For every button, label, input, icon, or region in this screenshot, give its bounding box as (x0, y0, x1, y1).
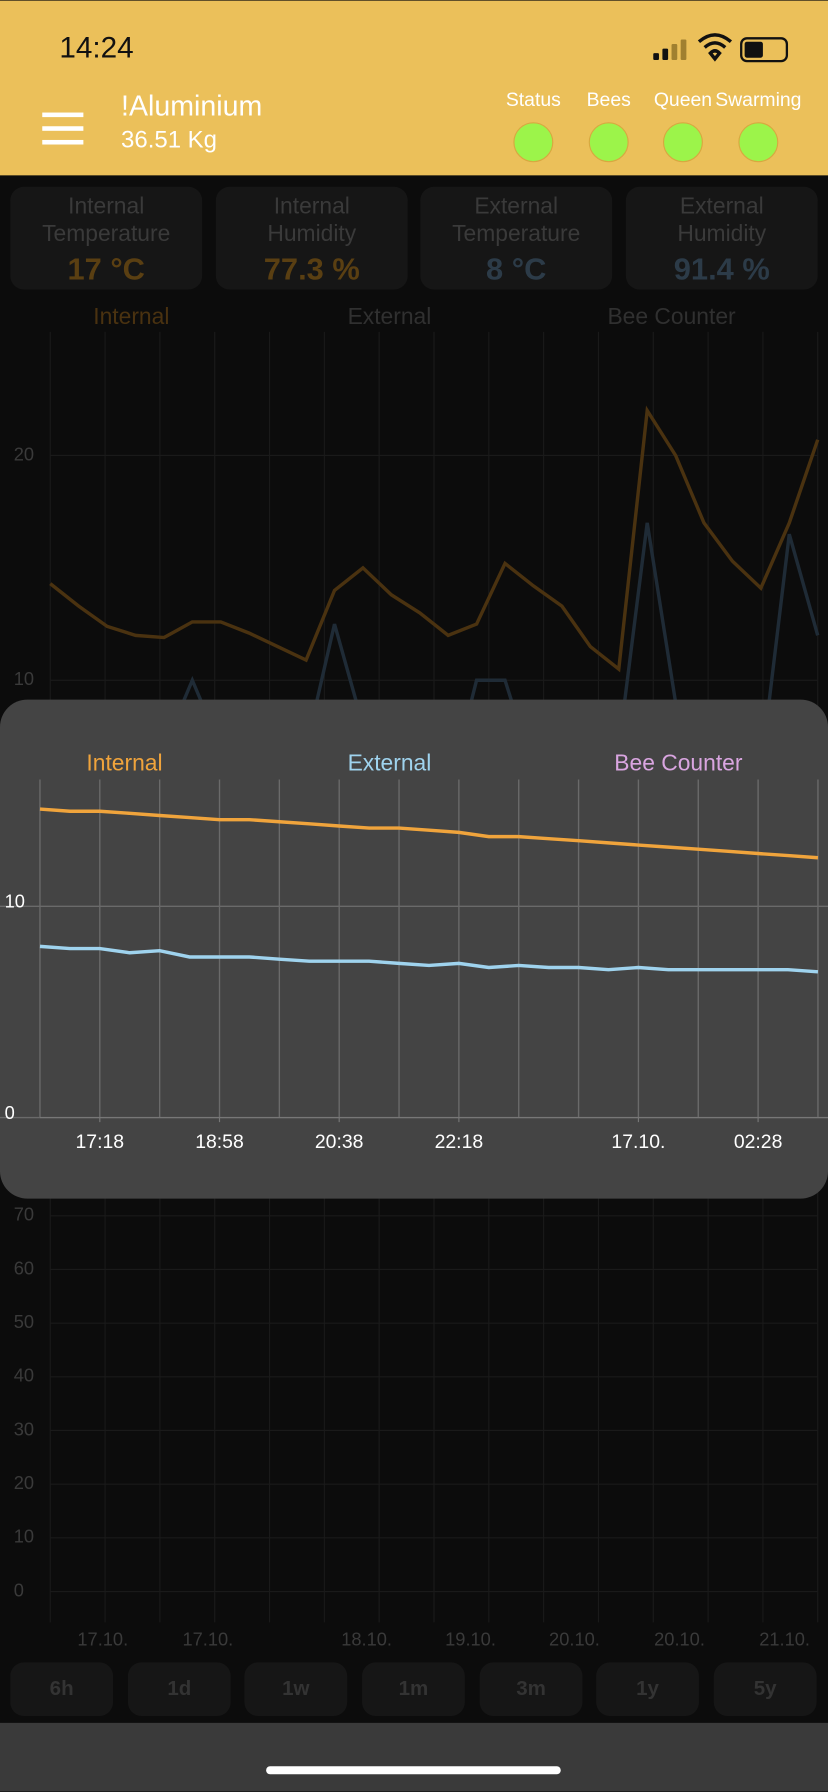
x-tick-label: 22:18 (435, 1131, 484, 1153)
popup-card (0, 699, 828, 1199)
popup: Internal External Bee Counter 0 10 17:18 18:58… (0, 699, 828, 1199)
y2-tick-label: 20 (14, 1472, 34, 1493)
y2-tick-label: 10 (14, 1526, 34, 1547)
y-tick-label: 10 (5, 891, 25, 912)
signal (653, 39, 687, 61)
battery-level (744, 41, 763, 58)
series-line (39, 944, 819, 974)
indicator-light (513, 122, 554, 163)
x-tick-label: 20.10. (549, 1628, 600, 1649)
x-tick-label: 02:28 (734, 1131, 783, 1153)
y2-tick-label: 60 (14, 1257, 34, 1278)
indicator-label: Bees (587, 89, 631, 111)
range-button[interactable] (10, 1662, 114, 1717)
stat-card (10, 186, 203, 290)
legend-item: External (348, 750, 432, 776)
indicator-light (662, 122, 703, 163)
x-tick-label: 19.10. (445, 1628, 496, 1649)
home-indicator[interactable] (266, 1766, 561, 1775)
range-button-label: 1d (167, 1677, 191, 1700)
range-button-label: 6h (50, 1677, 74, 1700)
stat-card (215, 186, 408, 290)
menu-button[interactable] (42, 112, 84, 145)
indicators: Status Bees Queen Swarming (506, 89, 801, 163)
battery (740, 37, 789, 63)
y-tick-label: 20 (14, 443, 34, 464)
stat-card (420, 186, 613, 290)
stat-card (625, 186, 818, 290)
x-tick-label: 18.10. (341, 1628, 392, 1649)
stat-label: Humidity (267, 220, 356, 246)
stat-value: 17 °C (67, 251, 144, 286)
wifi (697, 33, 733, 62)
range-button[interactable] (596, 1662, 699, 1717)
range-button-label: 1m (399, 1677, 429, 1700)
stat-label: External (680, 192, 764, 218)
y-tick-label: 10 (14, 668, 34, 689)
range-button[interactable] (244, 1662, 348, 1717)
x-tick-label: 20:38 (315, 1131, 364, 1153)
legend-item: External (348, 303, 432, 329)
y2-tick-label: 50 (14, 1311, 34, 1332)
x-tick-label: 17.10. (611, 1131, 665, 1153)
indicator-light (738, 122, 779, 163)
range-button[interactable] (362, 1662, 465, 1717)
y2-tick-label: 0 (14, 1579, 24, 1600)
legend-item: Bee Counter (614, 750, 743, 776)
indicator-label: Status (506, 89, 561, 111)
bottom-bar (0, 1722, 828, 1792)
hive-name: !Aluminium (121, 91, 262, 123)
x-tick-label: 17.10. (77, 1628, 128, 1649)
y-tick-label: 0 (5, 1102, 15, 1123)
x-tick-label: 21.10. (759, 1628, 810, 1649)
hive-weight: 36.51 Kg (121, 126, 217, 153)
legend-item: Internal (86, 750, 162, 776)
stat-label: Humidity (677, 220, 766, 246)
range-button[interactable] (479, 1662, 583, 1717)
indicator-label: Queen (654, 89, 712, 111)
stat-value: 77.3 % (264, 251, 360, 286)
indicator-light (588, 122, 629, 163)
range-button[interactable] (713, 1662, 817, 1717)
range-button-label: 1w (282, 1677, 310, 1700)
stat-label: Temperature (452, 220, 580, 246)
stat-value: 91.4 % (674, 251, 770, 286)
y2-tick-label: 30 (14, 1418, 34, 1439)
y2-tick-label: 70 (14, 1204, 34, 1225)
x-tick-label: 17.10. (182, 1628, 233, 1649)
clock: 14:24 (59, 32, 133, 65)
y2-tick-label: 40 (14, 1365, 34, 1386)
stat-label: Internal (68, 192, 144, 218)
indicator-label: Swarming (715, 89, 801, 111)
legend-item: Bee Counter (607, 303, 736, 329)
range-button[interactable] (127, 1662, 231, 1717)
range-button-label: 3m (516, 1677, 546, 1700)
stat-value: 8 °C (486, 251, 546, 286)
x-tick-label: 20.10. (654, 1628, 705, 1649)
x-tick-label: 17:18 (76, 1131, 125, 1153)
stat-label: Internal (274, 192, 350, 218)
range-button-label: 1y (636, 1677, 659, 1700)
legend-item: Internal (93, 303, 169, 329)
x-tick-label: 18:58 (195, 1131, 244, 1153)
series-line (39, 807, 819, 860)
series-line (49, 405, 820, 673)
stat-label: External (474, 192, 558, 218)
stat-label: Temperature (42, 220, 170, 246)
range-button-label: 5y (754, 1677, 777, 1700)
